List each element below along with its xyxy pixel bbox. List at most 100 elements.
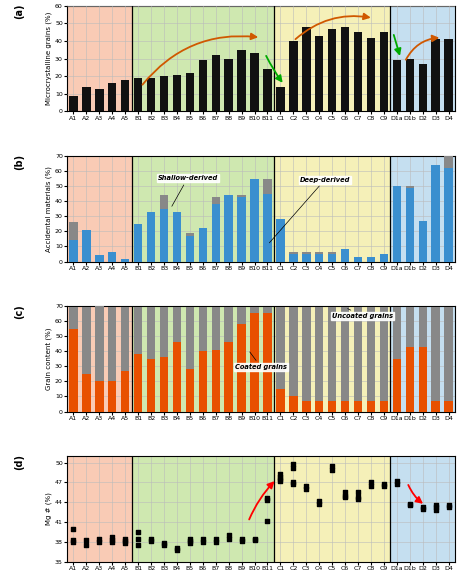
Point bbox=[109, 535, 116, 545]
Bar bbox=[173, 342, 181, 411]
Point bbox=[96, 534, 103, 543]
Bar bbox=[289, 396, 298, 411]
Bar bbox=[289, 253, 298, 254]
Bar bbox=[390, 456, 455, 562]
Bar bbox=[67, 306, 132, 411]
Bar bbox=[276, 389, 285, 411]
Bar bbox=[393, 307, 401, 359]
Bar bbox=[199, 61, 207, 112]
Bar bbox=[406, 307, 414, 347]
Bar bbox=[225, 59, 233, 112]
Bar bbox=[250, 314, 259, 411]
Point bbox=[303, 481, 310, 491]
Point bbox=[341, 488, 349, 497]
Bar bbox=[147, 78, 155, 112]
Bar bbox=[406, 347, 414, 411]
Bar bbox=[444, 307, 453, 401]
Bar bbox=[212, 307, 220, 350]
Y-axis label: Accidental materials (%): Accidental materials (%) bbox=[46, 166, 52, 251]
Bar bbox=[250, 54, 259, 112]
Bar bbox=[67, 6, 132, 112]
Bar bbox=[328, 401, 336, 411]
Point bbox=[406, 501, 413, 510]
Point bbox=[328, 461, 336, 470]
Bar bbox=[380, 32, 388, 112]
Bar bbox=[225, 195, 233, 261]
Bar bbox=[134, 354, 142, 411]
Bar bbox=[147, 78, 155, 112]
Bar bbox=[302, 307, 310, 401]
Bar bbox=[199, 61, 207, 112]
Bar bbox=[328, 254, 336, 261]
Point bbox=[277, 470, 284, 479]
Point bbox=[277, 474, 284, 484]
Bar bbox=[250, 179, 259, 261]
Bar bbox=[95, 88, 103, 112]
Bar bbox=[69, 307, 78, 329]
Point bbox=[70, 524, 77, 533]
Point bbox=[432, 501, 439, 510]
Text: (c): (c) bbox=[15, 304, 24, 318]
Point bbox=[160, 538, 168, 548]
Bar bbox=[237, 195, 246, 197]
Y-axis label: Mg # (%): Mg # (%) bbox=[46, 492, 52, 525]
Bar bbox=[341, 27, 349, 112]
Point bbox=[109, 537, 116, 546]
Bar bbox=[160, 76, 168, 112]
Point bbox=[238, 537, 245, 546]
Bar bbox=[390, 156, 455, 261]
Point bbox=[160, 541, 168, 550]
Bar bbox=[419, 347, 427, 411]
Point bbox=[341, 491, 349, 501]
Bar bbox=[393, 186, 401, 261]
Point bbox=[264, 495, 271, 505]
Bar bbox=[132, 306, 274, 411]
Bar bbox=[419, 221, 427, 261]
Bar bbox=[328, 253, 336, 254]
Bar bbox=[132, 6, 274, 112]
Bar bbox=[69, 95, 78, 112]
Point bbox=[70, 537, 77, 546]
Bar bbox=[274, 6, 390, 112]
Point bbox=[251, 536, 258, 545]
Point bbox=[70, 535, 77, 545]
Point bbox=[225, 531, 232, 540]
Point bbox=[122, 537, 129, 546]
Bar bbox=[132, 456, 274, 562]
Bar bbox=[263, 307, 272, 314]
Point bbox=[264, 494, 271, 503]
Bar bbox=[67, 456, 132, 562]
Point bbox=[354, 492, 362, 502]
Bar bbox=[121, 307, 129, 371]
Point bbox=[290, 463, 297, 473]
Bar bbox=[354, 401, 362, 411]
Bar bbox=[237, 324, 246, 411]
Text: Shallow-derived: Shallow-derived bbox=[158, 175, 218, 206]
Bar bbox=[199, 351, 207, 411]
Point bbox=[406, 499, 413, 508]
Point bbox=[328, 466, 336, 475]
Bar bbox=[212, 350, 220, 411]
Point bbox=[225, 534, 232, 543]
Point bbox=[96, 537, 103, 546]
Bar bbox=[134, 78, 142, 112]
Bar bbox=[147, 307, 155, 359]
Point bbox=[316, 499, 323, 508]
Bar bbox=[160, 357, 168, 411]
Bar bbox=[367, 257, 375, 261]
Point bbox=[83, 536, 90, 545]
Bar bbox=[263, 194, 272, 261]
Point bbox=[199, 537, 207, 546]
Bar bbox=[108, 253, 116, 261]
Bar bbox=[406, 186, 414, 187]
Bar bbox=[250, 307, 259, 314]
Bar bbox=[276, 87, 285, 112]
Text: Coated grains: Coated grains bbox=[235, 352, 287, 370]
Bar bbox=[212, 55, 220, 112]
Bar bbox=[302, 27, 310, 112]
Bar bbox=[302, 253, 310, 254]
Bar bbox=[132, 156, 274, 261]
Bar bbox=[432, 165, 440, 261]
Bar bbox=[82, 374, 91, 411]
Bar bbox=[367, 37, 375, 112]
